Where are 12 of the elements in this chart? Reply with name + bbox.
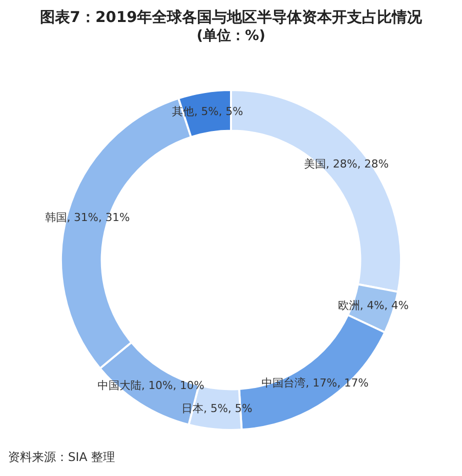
chart-title: 图表7：2019年全球各国与地区半导体资本开支占比情况 (38, 8, 424, 27)
text: 资料来源：SIA 整理 (8, 449, 116, 466)
slice-label: 日本 (181, 402, 204, 415)
slice-label: 韩国 (44, 211, 67, 224)
slice-label: 美国 (304, 158, 326, 170)
chart-subtitle: (单位：%) (196, 27, 266, 46)
data-label: , 17%, 17% (306, 376, 369, 390)
slice-label: 欧洲 (338, 299, 360, 312)
slice-label: 中国大陆 (97, 379, 142, 392)
data-label: , 28%, 28% (326, 158, 389, 170)
data-label: , 31%, 31% (66, 211, 130, 224)
data-label: , 4%, 4% (360, 299, 409, 312)
